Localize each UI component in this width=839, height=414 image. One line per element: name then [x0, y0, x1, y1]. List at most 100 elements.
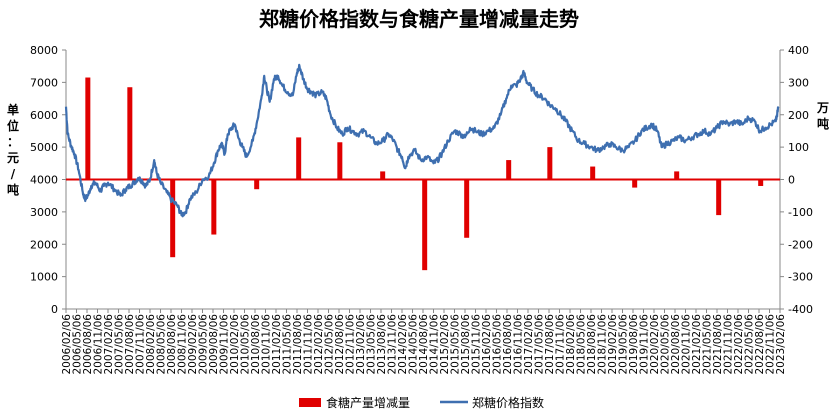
x-tick-label: 2018/05/06 — [576, 314, 588, 375]
x-tick-label: 2021/02/06 — [691, 314, 703, 375]
production-change-bars — [85, 77, 764, 271]
left-unit-char: ： — [7, 135, 19, 149]
x-tick-label: 2014/11/06 — [429, 314, 441, 375]
x-tick-label: 2008/11/06 — [177, 314, 189, 375]
x-tick-label: 2007/11/06 — [135, 314, 147, 375]
left-unit-char: 单 — [7, 102, 19, 117]
x-tick-label: 2016/02/06 — [481, 314, 493, 375]
x-tick-label: 2019/11/06 — [639, 314, 651, 375]
x-tick-label: 2015/02/06 — [439, 314, 451, 375]
production-change-bar — [254, 179, 260, 190]
x-tick-label: 2009/11/06 — [219, 314, 231, 375]
left-axis: 0 1000 2000 3000 4000 5000 6000 7000 8000 — [30, 44, 66, 316]
right-tick-label: -100 — [788, 206, 813, 219]
legend-swatch-production-change — [299, 398, 321, 407]
x-tick-label: 2010/02/06 — [229, 314, 241, 375]
x-tick-label: 2006/11/06 — [93, 314, 105, 375]
production-change-bar — [506, 160, 512, 180]
x-tick-label: 2014/02/06 — [397, 314, 409, 375]
x-tick-label: 2010/05/06 — [240, 314, 252, 375]
x-tick-label: 2022/08/06 — [754, 314, 766, 375]
x-tick-label: 2009/08/06 — [208, 314, 220, 375]
x-axis: 2006/02/062006/05/062006/08/062006/11/06… — [61, 309, 787, 375]
production-change-bar — [758, 179, 764, 186]
right-unit-char: 万 — [816, 101, 829, 115]
production-change-bar — [632, 179, 638, 188]
right-tick-label: 200 — [788, 109, 809, 122]
x-tick-label: 2017/08/06 — [544, 314, 556, 375]
right-tick-label: 400 — [788, 44, 809, 57]
x-tick-label: 2018/08/06 — [586, 314, 598, 375]
right-unit-char: 吨 — [817, 116, 829, 131]
left-tick-label: 7000 — [30, 76, 58, 89]
x-tick-label: 2022/02/06 — [733, 314, 745, 375]
left-unit-char: 吨 — [7, 182, 19, 197]
left-unit-char: 元 — [7, 151, 19, 165]
production-change-bar — [674, 171, 680, 180]
x-tick-label: 2008/05/06 — [156, 314, 168, 375]
production-change-bar — [422, 179, 428, 271]
right-tick-label: 0 — [788, 174, 795, 187]
left-tick-label: 6000 — [30, 109, 58, 122]
legend-label-production-change: 食糖产量增减量 — [326, 395, 410, 410]
legend-label-price-index: 郑糖价格指数 — [472, 395, 544, 410]
production-change-bar — [85, 77, 91, 180]
price-index-line — [64, 63, 780, 218]
production-change-bar — [547, 147, 553, 180]
x-tick-label: 2020/02/06 — [649, 314, 661, 375]
x-tick-label: 2019/08/06 — [628, 314, 640, 375]
x-tick-label: 2019/05/06 — [618, 314, 630, 375]
x-tick-label: 2012/05/06 — [324, 314, 336, 375]
x-tick-label: 2018/11/06 — [597, 314, 609, 375]
x-tick-label: 2017/11/06 — [555, 314, 567, 375]
x-tick-label: 2006/02/06 — [61, 314, 73, 375]
x-tick-label: 2010/11/06 — [261, 314, 273, 375]
production-change-bar — [337, 142, 343, 180]
right-tick-label: -400 — [788, 303, 813, 316]
x-tick-label: 2020/05/06 — [660, 314, 672, 375]
x-tick-label: 2007/08/06 — [124, 314, 136, 375]
x-tick-label: 2019/02/06 — [607, 314, 619, 375]
x-tick-label: 2020/08/06 — [670, 314, 682, 375]
right-tick-label: 100 — [788, 141, 809, 154]
x-tick-label: 2009/02/06 — [187, 314, 199, 375]
x-tick-label: 2023/02/06 — [775, 314, 787, 375]
production-change-bar — [170, 179, 176, 258]
left-tick-label: 2000 — [30, 238, 58, 251]
left-tick-label: 8000 — [30, 44, 58, 57]
x-tick-label: 2009/05/06 — [198, 314, 210, 375]
chart-title: 郑糖价格指数与食糖产量增减量走势 — [259, 7, 579, 31]
right-axis-unit: 万吨 — [816, 101, 829, 131]
x-tick-label: 2013/05/06 — [366, 314, 378, 375]
x-tick-label: 2022/11/06 — [765, 314, 777, 375]
left-unit-char: 位 — [7, 118, 19, 133]
x-tick-label: 2016/08/06 — [502, 314, 514, 375]
right-tick-label: -200 — [788, 238, 813, 251]
production-change-bar — [590, 166, 596, 180]
x-tick-label: 2006/08/06 — [82, 314, 94, 375]
x-tick-label: 2013/11/06 — [387, 314, 399, 375]
x-tick-label: 2017/05/06 — [534, 314, 546, 375]
x-tick-label: 2016/11/06 — [513, 314, 525, 375]
production-change-bar — [380, 171, 386, 180]
x-tick-label: 2012/08/06 — [334, 314, 346, 375]
x-tick-label: 2013/08/06 — [376, 314, 388, 375]
x-tick-label: 2020/11/06 — [681, 314, 693, 375]
x-tick-label: 2017/02/06 — [523, 314, 535, 375]
x-tick-label: 2007/02/06 — [103, 314, 115, 375]
x-tick-label: 2022/05/06 — [744, 314, 756, 375]
right-axis: -400 -300 -200 -100 0 100 200 300 400 — [780, 44, 813, 316]
x-tick-label: 2013/02/06 — [355, 314, 367, 375]
x-tick-label: 2012/02/06 — [313, 314, 325, 375]
x-tick-label: 2006/05/06 — [72, 314, 84, 375]
right-tick-label: -300 — [788, 271, 813, 284]
right-tick-label: 300 — [788, 76, 809, 89]
x-tick-label: 2010/08/06 — [250, 314, 262, 375]
left-axis-unit: 单位 ： 元 /吨 — [7, 102, 19, 197]
x-tick-label: 2021/05/06 — [702, 314, 714, 375]
x-tick-label: 2014/08/06 — [418, 314, 430, 375]
x-tick-label: 2021/08/06 — [712, 314, 724, 375]
x-tick-label: 2014/05/06 — [408, 314, 420, 375]
production-change-bar — [211, 179, 217, 235]
